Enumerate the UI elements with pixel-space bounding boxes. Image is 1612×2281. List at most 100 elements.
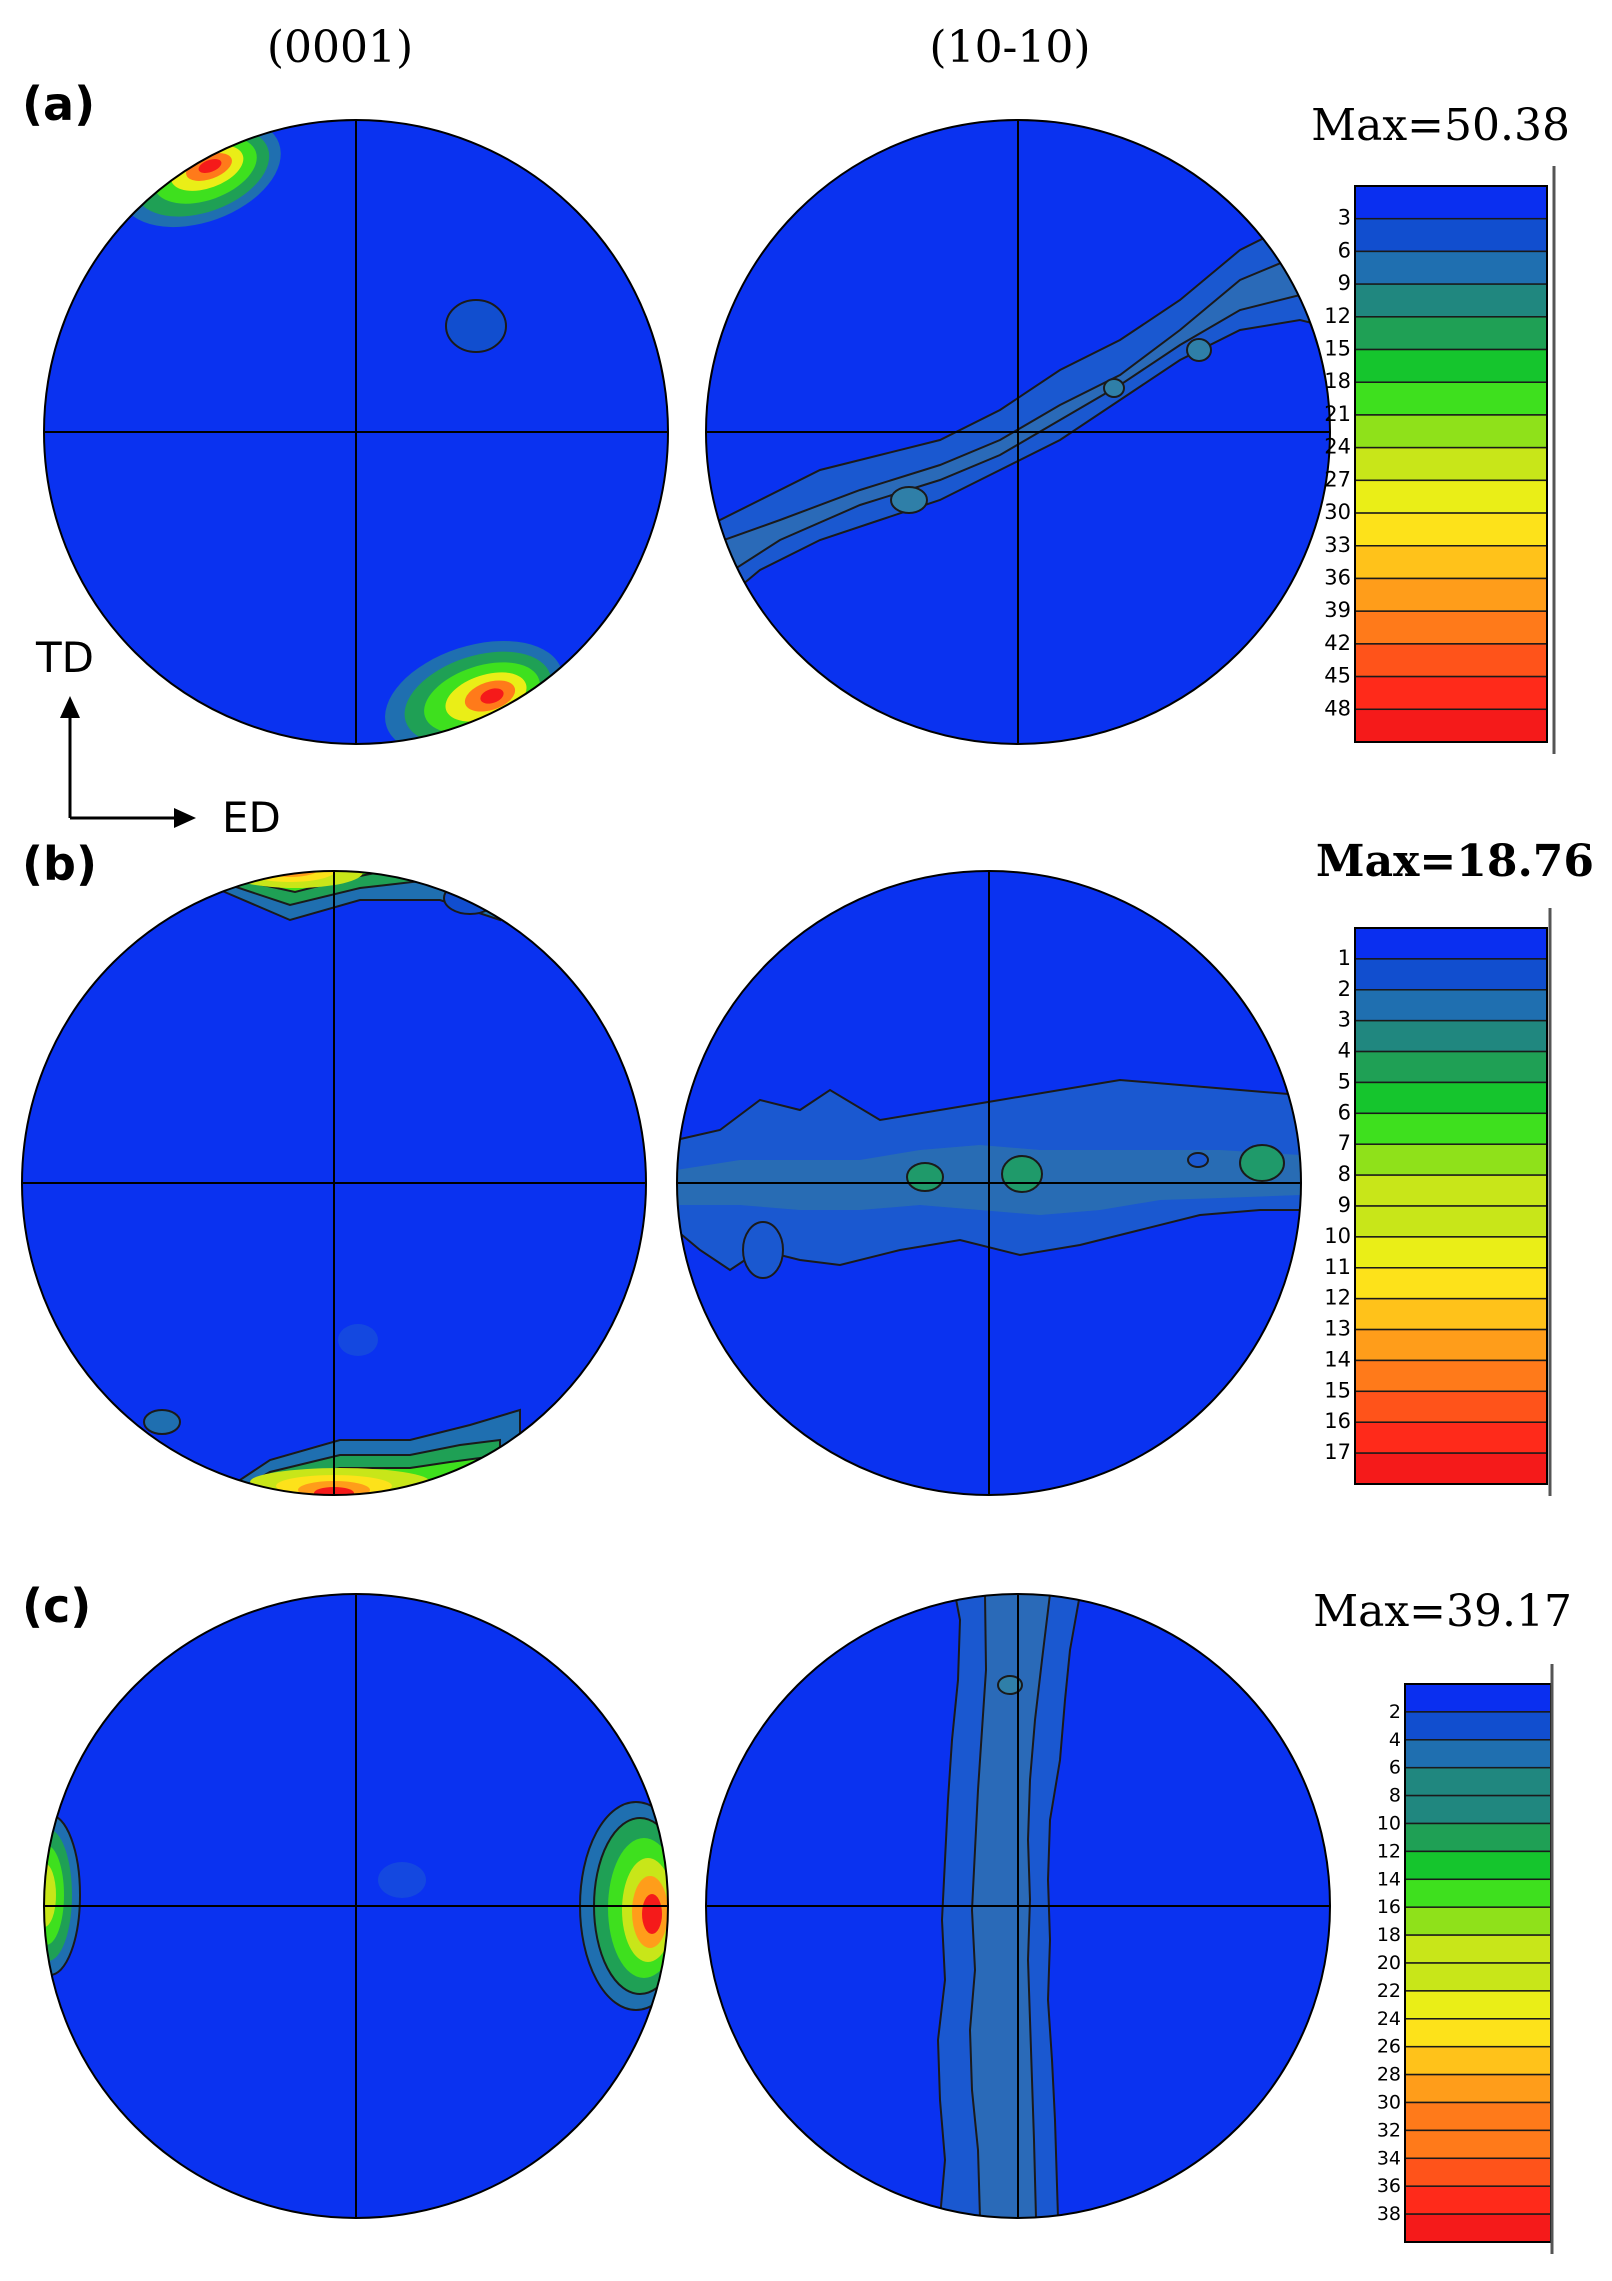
legend-a-tick-label: 48 <box>1324 696 1351 720</box>
legend-c-band <box>1404 2045 1552 2076</box>
legend-a-tick-label: 6 <box>1338 238 1351 262</box>
legend-b-tick-label: 8 <box>1338 1162 1351 1186</box>
legend-a-tick-label: 3 <box>1338 206 1351 230</box>
legend-b-band <box>1354 1112 1548 1145</box>
legend-c-band <box>1404 1822 1552 1853</box>
legend-b-tick-label: 7 <box>1338 1131 1351 1155</box>
legend-b-tick-label: 9 <box>1338 1193 1351 1217</box>
sample-axes <box>60 696 196 828</box>
legend-c-tick-label: 18 <box>1377 1924 1401 1946</box>
legend-a-tick-label: 24 <box>1324 435 1351 459</box>
legend-c-band <box>1404 1683 1552 1713</box>
legend-b-band <box>1354 1050 1548 1084</box>
legend-a-band <box>1354 446 1548 482</box>
legend-b-tick-label: 1 <box>1338 946 1351 970</box>
legend-a-tick-label: 27 <box>1324 467 1351 491</box>
legend-c-band <box>1404 1906 1552 1936</box>
pole-figure-a-10-10 <box>706 120 1330 744</box>
pole-figure-a-0001 <box>44 120 668 744</box>
column-header-10-10: (10-10) <box>929 22 1090 73</box>
legend-b-band <box>1354 927 1548 960</box>
legend-a-band <box>1354 414 1548 449</box>
pole-figure-c-0001 <box>44 1594 668 2218</box>
legend-a-band <box>1354 577 1548 612</box>
legend-a-tick-label: 39 <box>1324 598 1351 622</box>
legend-a-band <box>1354 250 1548 285</box>
legend-b-band <box>1354 1390 1548 1423</box>
legend-c-band <box>1404 2213 1552 2243</box>
legend-a-band <box>1354 381 1548 416</box>
legend-c-band <box>1404 2073 1552 2104</box>
panel-label-c: (c) <box>22 1579 91 1633</box>
legend-c-tick-label: 12 <box>1377 1840 1401 1862</box>
legend-a-frame <box>1354 185 1548 743</box>
legend-b-band <box>1354 1359 1548 1393</box>
max-value-b: Max=18.76 <box>1316 836 1594 887</box>
arrow-right-icon <box>174 808 196 828</box>
max-value-c: Max=39.17 <box>1313 1586 1572 1637</box>
pole-figure-b-10-10 <box>677 871 1301 1495</box>
legend-c-tick-label: 24 <box>1377 2008 1401 2030</box>
legend-c-tick-label: 32 <box>1377 2119 1401 2141</box>
legend-a-band <box>1354 185 1548 220</box>
legend-a-band <box>1354 512 1548 547</box>
legend-c-tick-label: 26 <box>1377 2036 1401 2058</box>
axis-label-td: TD <box>35 633 94 682</box>
legend-c-band <box>1404 1934 1552 1964</box>
legend-c-band <box>1404 2101 1552 2132</box>
legend-c-tick-label: 20 <box>1377 1952 1401 1974</box>
legend-a-band <box>1354 348 1548 383</box>
legend-c-tick-label: 38 <box>1377 2203 1401 2225</box>
legend-b-tick-label: 10 <box>1324 1224 1351 1248</box>
legend-c-tick-label: 30 <box>1377 2092 1401 2114</box>
pole-figure-b-0001 <box>22 871 646 1495</box>
legend-b-tick-label: 5 <box>1338 1069 1351 1093</box>
legend-b-band <box>1354 958 1548 991</box>
legend-b-frame <box>1354 927 1548 1485</box>
legend-c-tick-label: 8 <box>1389 1785 1401 1807</box>
legend-c-band <box>1404 2185 1552 2215</box>
legend-b-tick-label: 6 <box>1338 1100 1351 1124</box>
legend-c-tick-label: 22 <box>1377 1980 1401 2002</box>
legend-b-band <box>1354 1081 1548 1115</box>
legend-c-tick-label: 16 <box>1377 1896 1401 1918</box>
legend-a-band <box>1354 675 1548 711</box>
legend-b-band <box>1354 1452 1548 1485</box>
max-value-a: Max=50.38 <box>1311 100 1570 151</box>
legend-c-band <box>1404 1962 1552 1992</box>
legend-b-band <box>1354 1297 1548 1331</box>
legend-c-tick-label: 10 <box>1377 1813 1401 1835</box>
legend-c-band <box>1404 2129 1552 2160</box>
legend-c-tick-label: 6 <box>1389 1757 1401 1779</box>
legend-c-band <box>1404 2157 1552 2187</box>
panel-label-b: (b) <box>22 837 97 891</box>
legend-a-tick-label: 30 <box>1324 500 1351 524</box>
legend-b-band <box>1354 1174 1548 1207</box>
axis-label-ed: ED <box>222 793 281 842</box>
legend-a-band <box>1354 545 1548 580</box>
legend-c-tick-label: 4 <box>1389 1729 1401 1751</box>
legend-b-tick-label: 2 <box>1338 977 1351 1001</box>
legend-b-band <box>1354 1421 1548 1454</box>
legend-a-tick-label: 18 <box>1324 369 1351 393</box>
legend-a-band <box>1354 643 1548 678</box>
legend-a-band <box>1354 610 1548 645</box>
legend-a-tick-label: 12 <box>1324 304 1351 328</box>
legend-b-tick-label: 12 <box>1324 1286 1351 1310</box>
legend-c-band <box>1404 1850 1552 1881</box>
legend-a-tick-label: 9 <box>1338 271 1351 295</box>
legend-c-band <box>1404 1739 1552 1769</box>
legend-a-band <box>1354 479 1548 514</box>
arrow-up-icon <box>60 696 80 718</box>
legend-c-band <box>1404 1794 1552 1825</box>
legend-b-band <box>1354 1267 1548 1300</box>
legend-c-band <box>1404 1878 1552 1908</box>
legend-c-band <box>1404 2018 1552 2048</box>
legend-b-tick-label: 15 <box>1324 1378 1351 1402</box>
legend-a-band <box>1354 708 1548 743</box>
legend-a-band <box>1354 316 1548 351</box>
legend-c-band <box>1404 1711 1552 1741</box>
